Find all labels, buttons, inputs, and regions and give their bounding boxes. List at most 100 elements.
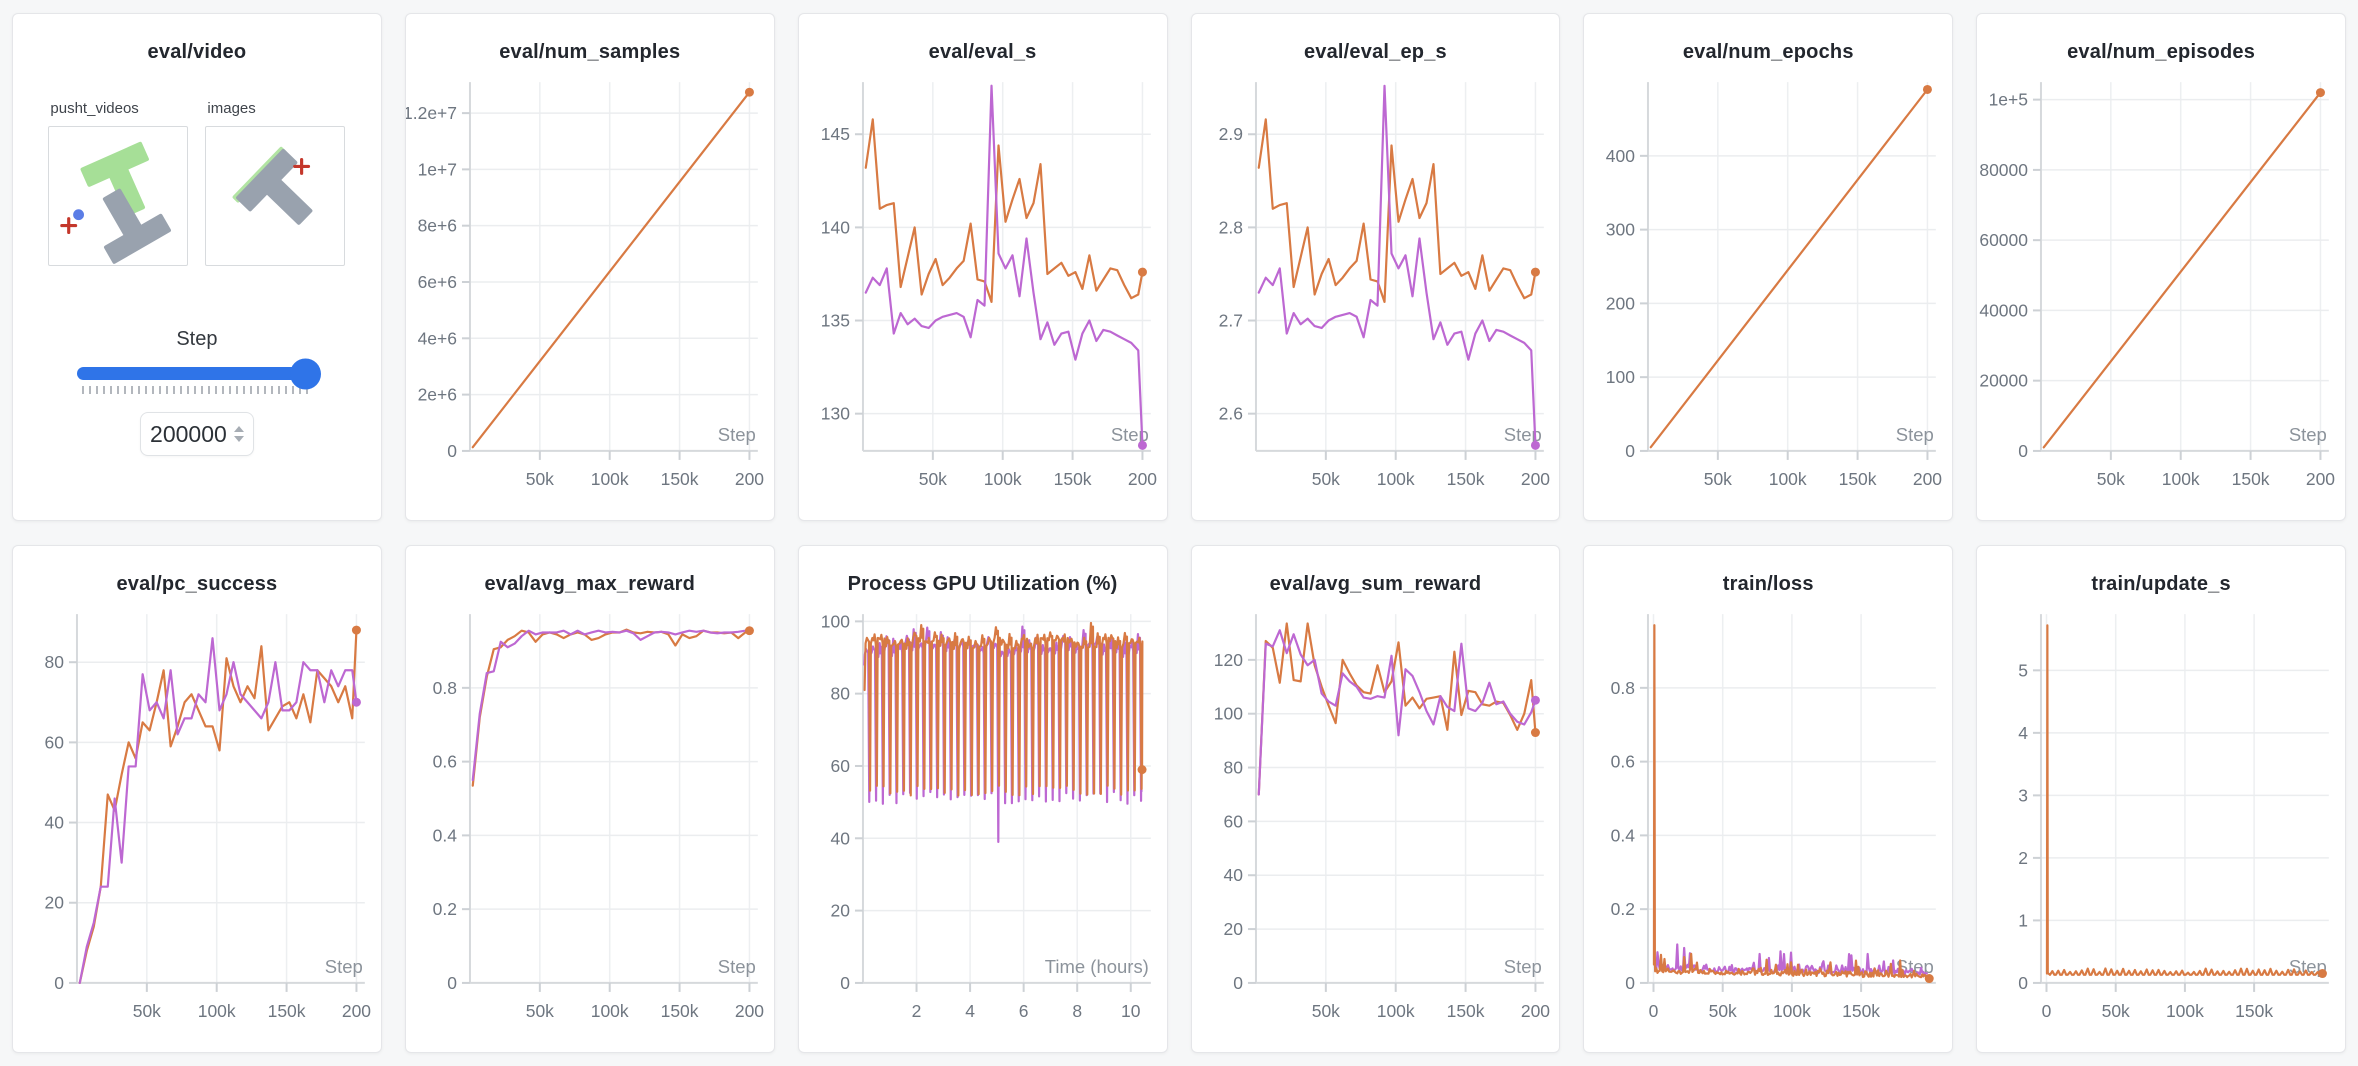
step-value: 200000 bbox=[150, 420, 227, 447]
x-tick-label: 100k bbox=[1769, 469, 1807, 489]
x-tick-label: 50k bbox=[526, 469, 554, 489]
slider-track[interactable] bbox=[76, 358, 321, 389]
series-line-run-orange bbox=[1653, 624, 1931, 980]
video-thumbnails-row: pusht_videos bbox=[13, 100, 381, 266]
end-point-dot-run-orange bbox=[1530, 267, 1540, 277]
panel-eval-num-epochs: eval/num_epochs 0 100 200 300 400 50k 100k 150k… bbox=[1583, 13, 1954, 521]
panel-train-loss: train/loss 0 0.2 0.4 0.6 0.8 0 50k 100k 150k Step bbox=[1583, 545, 1954, 1053]
green-tee-shape bbox=[80, 141, 150, 217]
y-tick-label: 0 bbox=[1233, 973, 1243, 993]
x-tick-label: 50k bbox=[918, 469, 946, 489]
y-tick-label: 1e+7 bbox=[417, 159, 456, 179]
series-line-run-purple bbox=[1257, 84, 1537, 447]
step-slider[interactable] bbox=[76, 358, 321, 394]
series-line-run-orange bbox=[2042, 91, 2322, 449]
chart-gpu-utilization[interactable]: 0 20 40 60 80 100 2 4 6 8 10 Time (hours) bbox=[799, 602, 1167, 1026]
end-point-dot-run-orange bbox=[1530, 728, 1540, 738]
x-tick-label: 2 bbox=[911, 1001, 921, 1021]
panel-eval-avg-sum-reward: eval/avg_sum_reward 0 20 40 60 80 100 120 50k 10… bbox=[1190, 545, 1561, 1053]
x-tick-label: 150k bbox=[2235, 1001, 2273, 1021]
x-axis-title: Step bbox=[2289, 424, 2327, 445]
x-axis-title: Step bbox=[325, 956, 363, 977]
y-tick-label: 100 bbox=[1213, 704, 1242, 724]
y-tick-label: 20 bbox=[830, 901, 850, 921]
x-tick-label: 100k bbox=[1376, 1001, 1414, 1021]
stepper-down-icon[interactable] bbox=[233, 436, 244, 442]
chart-title: eval/num_episodes bbox=[2067, 41, 2256, 63]
y-tick-label: 1e+5 bbox=[1989, 90, 2028, 110]
y-tick-label: 0 bbox=[447, 441, 457, 461]
y-tick-label: 2.7 bbox=[1218, 311, 1242, 331]
series-line-run-orange bbox=[1649, 88, 1929, 449]
y-tick-label: 0.2 bbox=[1611, 899, 1635, 919]
panel-title-eval-video: eval/video bbox=[147, 41, 247, 63]
pusht-video-frame bbox=[60, 141, 172, 264]
video-label-pusht-videos: pusht_videos bbox=[50, 100, 139, 117]
y-tick-label: 0 bbox=[54, 973, 64, 993]
y-tick-label: 300 bbox=[1606, 220, 1635, 240]
chart-eval-pc-success[interactable]: 0 20 40 60 80 50k 100k 150k 200 Step bbox=[13, 602, 381, 1026]
y-tick-label: 0 bbox=[447, 973, 457, 993]
y-tick-label: 135 bbox=[820, 311, 849, 331]
y-tick-label: 140 bbox=[820, 217, 849, 237]
y-tick-label: 2e+6 bbox=[417, 385, 456, 405]
y-tick-label: 80 bbox=[1223, 758, 1243, 778]
x-tick-label: 150k bbox=[660, 1001, 698, 1021]
y-tick-label: 40000 bbox=[1980, 300, 2029, 320]
x-tick-label: 50k bbox=[526, 1001, 554, 1021]
chart-eval-num-epochs[interactable]: 0 100 200 300 400 50k 100k 150k 200 Step bbox=[1584, 70, 1952, 494]
x-tick-label: 0 bbox=[1649, 1001, 1659, 1021]
gray-tee-shape bbox=[233, 146, 313, 225]
series-line-run-purple bbox=[471, 629, 751, 782]
chart-title: eval/avg_max_reward bbox=[484, 573, 696, 595]
y-tick-label: 2.8 bbox=[1218, 217, 1242, 237]
y-tick-label: 0.4 bbox=[432, 825, 457, 845]
slider-thumb[interactable] bbox=[289, 358, 321, 389]
x-tick-label: 100k bbox=[1773, 1001, 1811, 1021]
y-tick-label: 6e+6 bbox=[417, 272, 456, 292]
y-tick-label: 200 bbox=[1606, 293, 1635, 313]
stepper-up-icon[interactable] bbox=[233, 426, 244, 432]
y-tick-label: 3 bbox=[2018, 785, 2028, 805]
series-line-run-orange bbox=[863, 621, 1144, 797]
x-tick-label: 150k bbox=[1053, 469, 1091, 489]
chart-title: eval/num_samples bbox=[499, 41, 681, 63]
chart-eval-eval-ep-s[interactable]: 2.6 2.7 2.8 2.9 50k 100k 150k 200 Step bbox=[1192, 70, 1560, 494]
x-tick-label: 50k bbox=[1311, 1001, 1339, 1021]
x-tick-label: 200 bbox=[2306, 469, 2335, 489]
x-axis-title: Step bbox=[718, 956, 756, 977]
y-tick-label: 2 bbox=[2018, 848, 2028, 868]
chart-eval-eval-s[interactable]: 130 135 140 145 50k 100k 150k 200 Step bbox=[799, 70, 1167, 494]
chart-eval-num-samples[interactable]: 0 2e+6 4e+6 6e+6 8e+6 1e+7 1.2e+7 50k 100k 150k 20… bbox=[406, 70, 774, 494]
y-tick-label: 145 bbox=[820, 124, 849, 144]
panel-eval-num-episodes: eval/num_episodes 0 20000 40000 60000 80000 1… bbox=[1976, 13, 2346, 521]
chart-title: train/update_s bbox=[2091, 573, 2231, 595]
images-video-frame bbox=[233, 146, 313, 225]
x-tick-label: 4 bbox=[965, 1001, 975, 1021]
y-tick-label: 80 bbox=[830, 684, 850, 704]
chart-eval-num-episodes[interactable]: 0 20000 40000 60000 80000 1e+5 50k 100k 150k 200 S… bbox=[1977, 70, 2345, 494]
y-tick-label: 120 bbox=[1213, 650, 1242, 670]
video-thumbnail-images[interactable] bbox=[205, 126, 346, 266]
y-tick-label: 20000 bbox=[1980, 371, 2029, 391]
chart-eval-avg-sum-reward[interactable]: 0 20 40 60 80 100 120 50k 100k 150k 200 Step bbox=[1192, 602, 1560, 1026]
step-value-input[interactable]: 200000 bbox=[139, 412, 254, 456]
panel-eval-pc-success: eval/pc_success 0 20 40 60 80 50k 100k 150k 200 S… bbox=[12, 545, 382, 1053]
end-point-dot-run-orange bbox=[2318, 969, 2328, 979]
chart-eval-avg-max-reward[interactable]: 0 0.2 0.4 0.6 0.8 50k 100k 150k 200 Step bbox=[406, 602, 774, 1026]
end-point-dot-run-purple bbox=[1530, 695, 1540, 705]
x-tick-label: 50k bbox=[1704, 469, 1732, 489]
chart-title: Process GPU Utilization (%) bbox=[847, 573, 1118, 595]
panel-eval-num-samples: eval/num_samples 0 2e+6 4e+6 6e+6 8e+6 1e+7 1.… bbox=[404, 13, 775, 521]
y-tick-label: 40 bbox=[1223, 865, 1243, 885]
x-tick-label: 200 bbox=[1520, 469, 1549, 489]
chart-title: eval/avg_sum_reward bbox=[1269, 573, 1482, 595]
y-tick-label: 0.6 bbox=[432, 752, 456, 772]
y-tick-label: 400 bbox=[1606, 146, 1635, 166]
y-tick-label: 0.6 bbox=[1611, 752, 1635, 772]
video-thumbnail-pusht-videos[interactable] bbox=[48, 126, 189, 266]
x-tick-label: 50k bbox=[2097, 469, 2125, 489]
chart-title: eval/pc_success bbox=[116, 573, 278, 595]
